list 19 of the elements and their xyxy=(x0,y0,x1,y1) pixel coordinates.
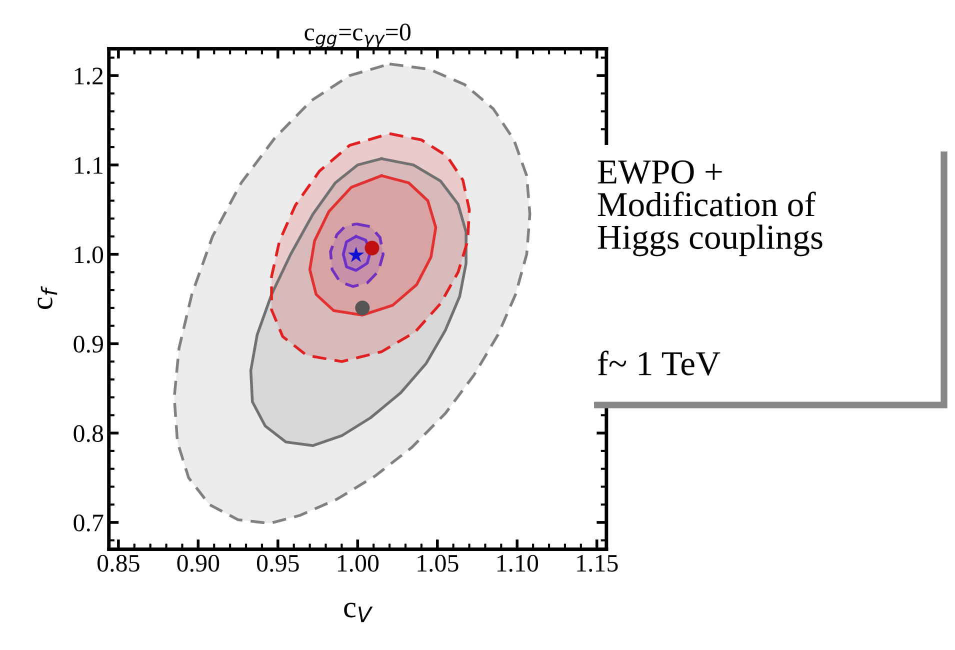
y-tick-label: 0.7 xyxy=(74,514,104,532)
y-tick-label: 0.8 xyxy=(74,425,104,442)
x-tick-label: 0.95 xyxy=(256,554,299,572)
x-axis-title: c$_{V}$ xyxy=(344,602,373,622)
y-tick-label: 0.9 xyxy=(74,336,103,353)
x-tick-label: 0.90 xyxy=(177,554,220,572)
annotation: EWPO + Modification of Higgs couplings xyxy=(598,160,822,256)
x-tick-label: 1.10 xyxy=(497,554,538,572)
y-axis-title: c$_{f}$ xyxy=(38,286,58,309)
y-tick-label: 1.0 xyxy=(74,246,104,264)
point xyxy=(364,240,380,256)
x-tick-label: 1.15 xyxy=(577,554,618,572)
y-tick-label: 1.1 xyxy=(74,157,103,174)
y-tick-label: 1.2 xyxy=(74,68,103,85)
annotation: f~ 1 TeV xyxy=(598,350,720,376)
x-tick-label: 1.00 xyxy=(338,554,379,572)
point xyxy=(355,300,370,316)
x-tick-label: 1.05 xyxy=(418,554,458,572)
x-tick-label: 0.85 xyxy=(98,554,140,572)
